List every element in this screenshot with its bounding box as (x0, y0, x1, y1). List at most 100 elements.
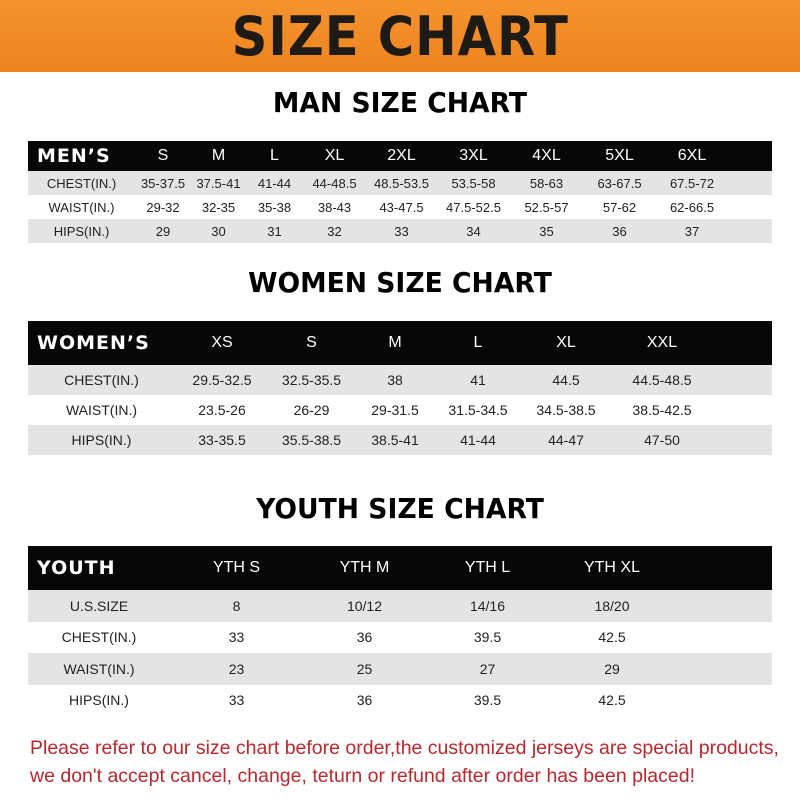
table-cell: 34.5-38.5 (536, 402, 596, 418)
table-cell: L (473, 334, 483, 351)
table-cell: 38.5-41 (371, 432, 419, 448)
table-cell: 63-67.5 (597, 175, 642, 191)
row-label: CHEST(IN.) (64, 372, 139, 388)
table-cell: 29-31.5 (371, 402, 419, 418)
table-cell: 3XL (459, 147, 488, 164)
table-cell: XS (211, 334, 233, 351)
table-cell: 38.5-42.5 (632, 402, 692, 418)
table-cell: XL (556, 334, 576, 351)
table-cell: 41-44 (257, 175, 292, 191)
table-cell: 37.5-41 (196, 175, 241, 191)
table-cell: 44-47 (548, 432, 584, 448)
row-label: WAIST(IN.) (48, 199, 115, 215)
table-cell: YTH L (464, 559, 511, 576)
notice-line-2: we don't accept cancel, change, teturn o… (30, 765, 695, 787)
table-cell: 8 (232, 597, 241, 614)
table-cell: 32.5-35.5 (281, 372, 342, 388)
table-cell: 39.5 (473, 692, 502, 709)
table-cell: L (270, 147, 279, 164)
table-cell: 53.5-58 (451, 175, 496, 191)
table-cell: YTH XL (583, 559, 640, 576)
table-row: HIPS(IN.) 29 30 31 32 33 34 35 36 37 (28, 219, 772, 243)
row-label: HIPS(IN.) (71, 432, 132, 448)
table-row: HIPS(IN.) 33 36 39.5 42.5 (28, 684, 772, 716)
table-cell: 42.5 (598, 692, 626, 709)
table-cell: 32-35 (201, 199, 236, 215)
table-cell: XL (324, 147, 345, 164)
table-cell: 44.5-48.5 (632, 372, 692, 388)
table-cell: 27 (479, 660, 496, 677)
table-cell: 34 (466, 223, 481, 239)
table-cell: 44-48.5 (312, 175, 357, 191)
table-cell: 52.5-57 (524, 199, 569, 215)
table-cell: 29-32 (146, 199, 180, 215)
table-cell: 29.5-32.5 (192, 372, 252, 388)
order-notice: Please refer to our size chart before or… (30, 734, 790, 790)
table-cell: S (306, 334, 317, 351)
table-cell: 37 (684, 223, 700, 239)
row-label: U.S.SIZE (69, 597, 129, 614)
table-header-row: YOUTH YTH S YTH M YTH L YTH XL (28, 546, 772, 590)
table-cell: 36 (612, 223, 627, 239)
table-cell: 38 (387, 372, 403, 388)
table-cell: 23 (228, 660, 245, 677)
youth-chart-title: YOUTH SIZE CHART (256, 492, 544, 525)
table-row: WAIST(IN.) 23.5-26 26-29 29-31.5 31.5-34.5 34… (28, 395, 772, 425)
table-cell: 4XL (532, 147, 561, 164)
table-cell: 29 (155, 223, 171, 239)
row-label: CHEST(IN.) (46, 175, 117, 191)
table-cell: 47-50 (644, 432, 680, 448)
table-cell: M (211, 147, 226, 164)
youth-size-table: YOUTH YTH S YTH M YTH L YTH XL U.S.SIZE 8 10/12… (28, 546, 772, 716)
table-cell: 25 (356, 660, 373, 677)
table-cell: 26-29 (293, 402, 330, 418)
table-cell: M (388, 334, 402, 351)
banner-title: SIZE CHART (231, 4, 569, 68)
table-cell: 10/12 (346, 597, 383, 614)
row-label: HIPS(IN.) (69, 692, 129, 709)
table-cell: 57-62 (602, 199, 637, 215)
table-cell: 14/16 (469, 597, 506, 614)
table-cell: 29 (604, 660, 620, 677)
table-cell: 30 (211, 223, 226, 239)
banner: SIZE CHART (0, 0, 800, 72)
table-row: CHEST(IN.) 29.5-32.5 32.5-35.5 38 41 44.5 44.5… (28, 365, 772, 395)
table-cell: 33 (228, 692, 245, 709)
table-header-row: MEN’S S M L XL 2XL 3XL 4XL 5XL 6XL (28, 141, 772, 171)
table-cell: 36 (356, 692, 373, 709)
table-cell: 35.5-38.5 (281, 432, 342, 448)
table-cell: 67.5-72 (669, 175, 715, 191)
table-row: CHEST(IN.) 35-37.5 37.5-41 41-44 44-48.5 48.5… (28, 171, 772, 195)
row-label: CHEST(IN.) (61, 629, 137, 646)
women-size-table: WOMEN’S XS S M L XL XXL CHEST(IN.) 29.5-32.5 32.5… (28, 321, 772, 455)
table-cell: 58-63 (529, 175, 564, 191)
women-chart-title: WOMEN SIZE CHART (248, 266, 552, 299)
table-row: HIPS(IN.) 33-35.5 35.5-38.5 38.5-41 41-44 44-… (28, 425, 772, 455)
table-cell: 23.5-26 (198, 402, 246, 418)
table-cell: 48.5-53.5 (374, 175, 429, 191)
table-cell: 44.5 (552, 372, 580, 388)
row-label: YOUTH (37, 557, 116, 579)
table-cell: 6XL (677, 147, 707, 164)
table-row: U.S.SIZE 8 10/12 14/16 18/20 (28, 590, 772, 622)
table-cell: 33-35.5 (198, 432, 246, 448)
table-cell: 31.5-34.5 (448, 402, 508, 418)
table-cell: 5XL (605, 147, 634, 164)
table-cell: 62-66.5 (669, 199, 715, 215)
table-cell: 18/20 (594, 597, 630, 614)
row-label: WAIST(IN.) (63, 660, 135, 677)
table-cell: 35-37.5 (140, 175, 186, 191)
table-row: WAIST(IN.) 29-32 32-35 35-38 38-43 43-47.5 47.… (28, 195, 772, 219)
table-cell: 32 (327, 223, 342, 239)
table-row: CHEST(IN.) 33 36 39.5 42.5 (28, 621, 772, 653)
table-cell: 31 (267, 223, 282, 239)
table-cell: 42.5 (598, 629, 626, 646)
table-row: WAIST(IN.) 23 25 27 29 (28, 653, 772, 685)
men-size-table: MEN’S S M L XL 2XL 3XL 4XL 5XL 6XL CHEST(IN.) 35-37… (28, 141, 772, 243)
table-cell: 35-38 (257, 199, 292, 215)
table-cell: 33 (394, 223, 409, 239)
table-cell: 2XL (387, 147, 416, 164)
men-chart-title: MAN SIZE CHART (272, 86, 528, 119)
table-cell: 33 (228, 629, 245, 646)
table-cell: 35 (539, 223, 554, 239)
